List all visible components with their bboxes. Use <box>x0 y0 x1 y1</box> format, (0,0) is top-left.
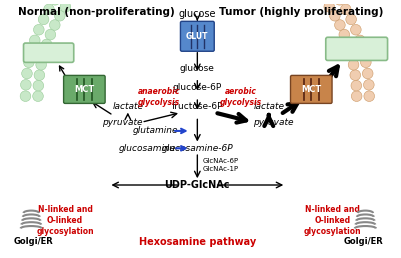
Circle shape <box>350 25 361 35</box>
Circle shape <box>33 80 44 91</box>
Text: GlcNAc-6P: GlcNAc-6P <box>202 158 238 164</box>
Circle shape <box>350 70 360 80</box>
Circle shape <box>340 4 351 15</box>
Circle shape <box>22 68 32 79</box>
FancyBboxPatch shape <box>180 21 214 51</box>
Circle shape <box>351 91 362 101</box>
Circle shape <box>38 14 49 25</box>
Text: glucosamine: glucosamine <box>119 144 176 153</box>
Circle shape <box>364 79 374 90</box>
Text: glucose: glucose <box>180 64 215 73</box>
Text: glutamine: glutamine <box>133 126 178 135</box>
Circle shape <box>26 46 37 57</box>
Circle shape <box>360 57 371 68</box>
Text: pyruvate: pyruvate <box>102 118 142 127</box>
Circle shape <box>33 91 43 101</box>
Circle shape <box>20 79 31 90</box>
FancyBboxPatch shape <box>326 37 387 60</box>
FancyBboxPatch shape <box>64 75 105 103</box>
FancyBboxPatch shape <box>24 43 74 62</box>
Circle shape <box>50 0 60 5</box>
Circle shape <box>44 4 54 15</box>
Text: Hexosamine pathway: Hexosamine pathway <box>139 237 256 247</box>
Circle shape <box>34 25 44 35</box>
Text: GLUT: GLUT <box>186 32 209 41</box>
Circle shape <box>20 91 31 101</box>
Circle shape <box>55 10 65 21</box>
Circle shape <box>60 2 71 12</box>
Circle shape <box>330 10 340 21</box>
Text: fructose-6P: fructose-6P <box>172 102 223 111</box>
Text: Golgi/ER: Golgi/ER <box>13 237 53 246</box>
Circle shape <box>346 49 356 60</box>
Text: MCT: MCT <box>301 85 322 94</box>
Circle shape <box>339 29 350 40</box>
Text: N-linked and
O-linked
glycosylation: N-linked and O-linked glycosylation <box>304 205 361 237</box>
Circle shape <box>41 39 52 50</box>
Circle shape <box>343 39 353 50</box>
Circle shape <box>348 59 359 70</box>
Text: Golgi/ER: Golgi/ER <box>344 237 383 246</box>
Text: N-linked and
O-linked
glycosylation: N-linked and O-linked glycosylation <box>36 205 94 237</box>
Text: glucosamine-6P: glucosamine-6P <box>162 144 233 153</box>
Text: glucose-6P: glucose-6P <box>173 83 222 92</box>
Text: lactate: lactate <box>253 102 284 111</box>
Circle shape <box>45 29 56 40</box>
Circle shape <box>318 0 328 4</box>
Circle shape <box>324 2 334 12</box>
Circle shape <box>354 35 365 46</box>
Circle shape <box>36 59 47 70</box>
FancyBboxPatch shape <box>290 75 332 103</box>
Circle shape <box>66 0 77 4</box>
Circle shape <box>358 46 369 57</box>
Circle shape <box>34 70 45 80</box>
Text: lactate: lactate <box>112 102 143 111</box>
Text: Tumor (highly proliferating): Tumor (highly proliferating) <box>219 7 384 17</box>
Text: glucose: glucose <box>178 9 216 19</box>
Circle shape <box>346 14 356 25</box>
Text: aerobic
glycolysis: aerobic glycolysis <box>220 87 262 107</box>
Text: lactate: lactate <box>332 42 381 55</box>
Circle shape <box>351 80 362 91</box>
Text: pyruvate: pyruvate <box>253 118 294 127</box>
Text: anaerobic
glycolysis: anaerobic glycolysis <box>138 87 180 107</box>
Circle shape <box>24 57 34 68</box>
Circle shape <box>334 20 345 30</box>
Text: MCT: MCT <box>74 85 95 94</box>
Circle shape <box>29 35 40 46</box>
Text: GlcNAc-1P: GlcNAc-1P <box>202 166 238 172</box>
Circle shape <box>49 20 60 30</box>
Text: lactate: lactate <box>33 48 65 57</box>
Text: Normal (non-proliferating): Normal (non-proliferating) <box>18 7 174 17</box>
Circle shape <box>364 91 375 101</box>
Circle shape <box>38 49 49 60</box>
Circle shape <box>334 0 345 5</box>
Text: UDP-GlcNAc: UDP-GlcNAc <box>164 180 230 190</box>
Circle shape <box>363 68 373 79</box>
